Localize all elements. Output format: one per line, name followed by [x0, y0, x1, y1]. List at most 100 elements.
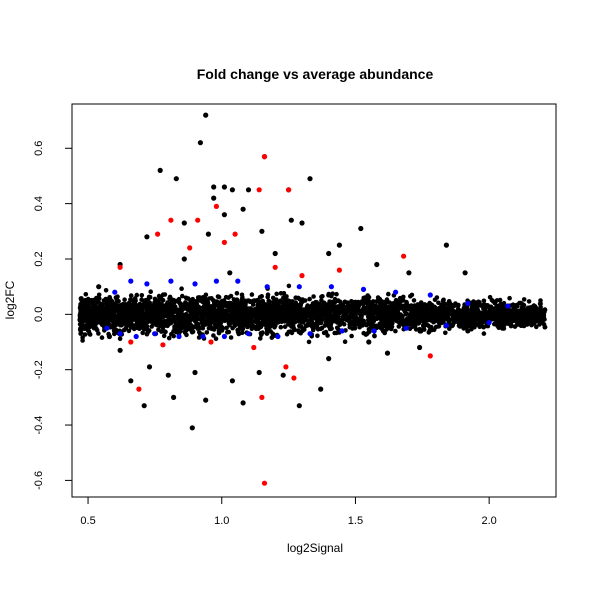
data-point-black	[221, 212, 227, 218]
data-point-black	[82, 297, 88, 304]
cloud-point	[293, 307, 299, 313]
cloud-point	[238, 311, 243, 317]
cloud-point	[332, 310, 338, 316]
cloud-point	[475, 307, 480, 312]
cloud-point	[202, 299, 208, 305]
cloud-point	[491, 312, 497, 317]
cloud-point	[292, 327, 298, 333]
cloud-point	[541, 309, 547, 314]
data-point-black	[417, 344, 423, 351]
data-point-black	[96, 284, 102, 290]
cloud-point	[85, 321, 91, 327]
cloud-point	[451, 318, 456, 323]
cloud-point	[365, 305, 370, 310]
cloud-point	[520, 318, 525, 324]
cloud-point	[107, 296, 113, 302]
cloud-point	[300, 299, 305, 305]
cloud-point	[161, 333, 167, 339]
cloud-point	[307, 296, 312, 302]
data-point-red	[286, 187, 292, 193]
cloud-point	[139, 293, 145, 298]
cloud-point	[256, 309, 262, 315]
cloud-point	[173, 326, 178, 331]
cloud-point	[286, 283, 292, 289]
y-tick-label: -0.6	[33, 471, 45, 490]
cloud-point	[206, 310, 211, 316]
cloud-point	[148, 319, 154, 324]
data-point-blue	[393, 289, 399, 295]
cloud-point	[335, 310, 341, 316]
cloud-point	[389, 319, 395, 324]
cloud-point	[268, 329, 273, 334]
cloud-point	[111, 317, 117, 323]
data-point-blue	[104, 325, 110, 331]
cloud-point	[179, 309, 184, 314]
cloud-point	[445, 301, 451, 307]
cloud-point	[245, 318, 250, 324]
cloud-point	[221, 298, 227, 304]
cloud-point	[117, 336, 123, 342]
cloud-point	[375, 295, 381, 300]
data-point-red	[251, 344, 257, 351]
cloud-point	[288, 299, 293, 304]
data-point-black	[307, 176, 313, 182]
data-point-black	[240, 400, 246, 406]
cloud-point	[493, 317, 498, 322]
cloud-point	[101, 298, 107, 303]
cloud-point	[476, 318, 482, 323]
cloud-point	[440, 298, 446, 304]
cloud-point	[297, 323, 302, 329]
cloud-point	[506, 313, 512, 319]
y-tick-label: -0.4	[33, 416, 45, 435]
cloud-point	[278, 324, 284, 330]
cloud-point	[477, 310, 483, 316]
cloud-point	[164, 309, 169, 315]
data-point-blue	[339, 328, 345, 334]
cloud-point	[234, 291, 240, 296]
cloud-point	[216, 330, 222, 336]
cloud-point	[182, 330, 188, 335]
data-point-black	[465, 328, 471, 334]
cloud-point	[523, 322, 529, 327]
cloud-point	[174, 314, 179, 320]
cloud-point	[99, 335, 105, 340]
cloud-point	[284, 298, 290, 304]
data-point-black	[106, 333, 112, 340]
cloud-point	[328, 302, 334, 307]
data-point-red	[283, 364, 289, 370]
cloud-point	[93, 313, 98, 319]
data-point-red	[117, 264, 123, 270]
data-point-black	[227, 270, 233, 276]
cloud-point	[83, 309, 88, 315]
cloud-point	[409, 292, 415, 298]
cloud-point	[227, 317, 232, 323]
cloud-point	[383, 300, 389, 306]
cloud-point	[122, 320, 127, 326]
cloud-point	[533, 305, 539, 311]
cloud-point	[395, 309, 401, 315]
cloud-point	[163, 304, 169, 310]
data-point-black	[336, 242, 342, 248]
data-point-blue	[117, 331, 123, 337]
cloud-point	[538, 301, 543, 307]
y-tick-label: 0.4	[33, 196, 45, 211]
cloud-point	[95, 299, 101, 304]
data-point-red	[336, 267, 342, 273]
cloud-point	[481, 331, 487, 336]
cloud-point	[133, 307, 138, 312]
cloud-point	[410, 313, 416, 318]
series-blue	[104, 278, 511, 340]
cloud-point	[471, 299, 476, 304]
cloud-point	[287, 319, 293, 324]
cloud-point	[477, 324, 483, 330]
cloud-point	[179, 286, 184, 292]
cloud-point	[78, 310, 83, 315]
cloud-point	[99, 313, 104, 319]
cloud-point	[339, 303, 344, 308]
cloud-point	[436, 300, 441, 306]
cloud-point	[268, 307, 274, 313]
cloud-point	[254, 323, 260, 329]
cloud-point	[284, 331, 290, 337]
cloud-point	[195, 295, 201, 300]
